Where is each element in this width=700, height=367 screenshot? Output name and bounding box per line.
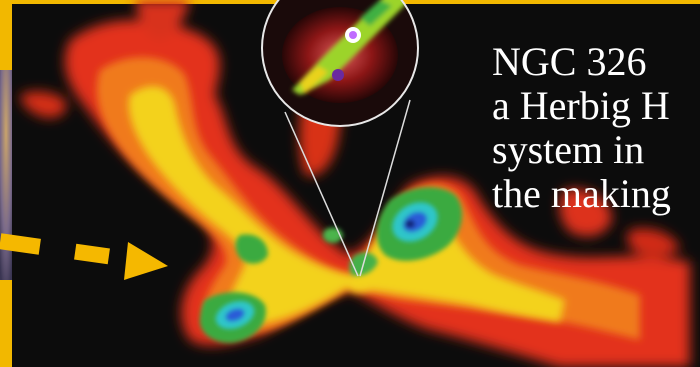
caption-line-2: a Herbig H <box>492 83 670 128</box>
left-neighbour-panel <box>0 70 12 280</box>
caption-line-4: the making <box>492 171 671 216</box>
caption-line-3: system in <box>492 127 645 172</box>
image-caption: NGC 326 a Herbig H system in the making <box>492 40 700 216</box>
inset-connector-lines <box>284 99 411 277</box>
caption-line-1: NGC 326 <box>492 39 647 84</box>
radio-lobe-yellow <box>128 86 566 324</box>
circular-magnified-inset <box>261 0 419 127</box>
radio-lobe-orange <box>96 57 640 341</box>
radio-lobe-cores <box>215 202 438 330</box>
dashed-arrow-right-icon <box>0 233 168 280</box>
